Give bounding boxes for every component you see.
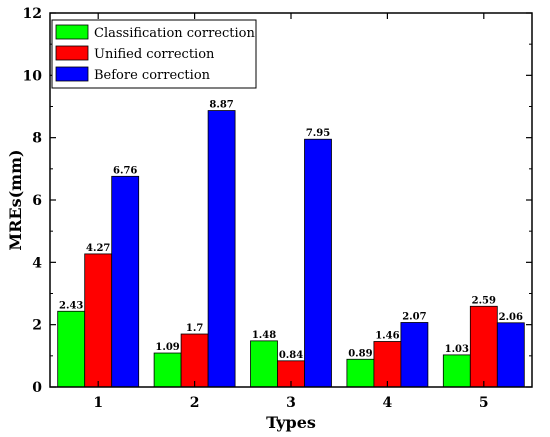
bar-series1-type-4 xyxy=(346,358,375,388)
bar-series2-type-2 xyxy=(180,333,209,388)
legend-swatch-unified xyxy=(55,45,89,61)
bar-series2-type-5 xyxy=(469,305,498,388)
data-label-series1-type-3: 1.48 xyxy=(252,330,276,341)
data-label-series3-type-3: 7.95 xyxy=(306,128,330,139)
data-label-series1-type-5: 1.03 xyxy=(445,344,469,355)
legend-label-classification: Classification correction xyxy=(94,26,255,41)
legend-label-unified: Unified correction xyxy=(94,47,215,62)
legend: Classification correction Unified correc… xyxy=(51,19,257,89)
x-tick-label: 3 xyxy=(286,395,296,411)
bar-series3-type-2 xyxy=(207,110,236,388)
y-tick-label: 0 xyxy=(32,380,42,396)
data-label-series1-type-2: 1.09 xyxy=(155,342,179,353)
bar-series1-type-2 xyxy=(153,352,182,388)
data-label-series3-type-5: 2.06 xyxy=(499,312,523,323)
bar-series1-type-3 xyxy=(250,340,278,388)
y-tick-label: 4 xyxy=(32,255,42,271)
bar-series2-type-4 xyxy=(373,341,402,388)
x-axis-title: Types xyxy=(266,413,316,432)
bar-series3-type-4 xyxy=(400,322,429,388)
bar-series3-type-5 xyxy=(496,322,525,388)
data-label-series3-type-1: 6.76 xyxy=(113,165,137,176)
data-label-series2-type-2: 1.7 xyxy=(186,323,203,334)
data-label-series3-type-2: 8.87 xyxy=(209,100,233,111)
bar-series3-type-1 xyxy=(111,175,140,388)
bar-series2-type-1 xyxy=(84,253,113,388)
y-tick-label: 2 xyxy=(32,318,42,334)
data-label-series2-type-1: 4.27 xyxy=(86,243,110,254)
legend-swatch-classification xyxy=(55,24,89,40)
x-tick-label: 5 xyxy=(479,395,489,411)
data-label-series2-type-4: 1.46 xyxy=(375,330,399,341)
bar-series3-type-3 xyxy=(304,138,332,388)
legend-swatch-before xyxy=(55,66,89,82)
data-label-series1-type-1: 2.43 xyxy=(59,300,83,311)
x-tick-label: 4 xyxy=(383,395,393,411)
legend-label-before: Before correction xyxy=(94,68,211,83)
data-label-series3-type-4: 2.07 xyxy=(402,311,426,322)
y-tick-label: 8 xyxy=(32,131,42,147)
bar-series1-type-5 xyxy=(442,354,471,388)
x-tick-label: 1 xyxy=(93,395,103,411)
data-label-series2-type-3: 0.84 xyxy=(279,350,303,361)
data-label-series2-type-5: 2.59 xyxy=(472,295,496,306)
y-tick-label: 12 xyxy=(23,6,42,22)
y-axis-title: MREs(mm) xyxy=(6,149,25,250)
y-tick-label: 10 xyxy=(23,68,43,84)
data-label-series1-type-4: 0.89 xyxy=(348,348,372,359)
bar-series1-type-1 xyxy=(57,310,86,388)
x-tick-label: 2 xyxy=(190,395,200,411)
data-labels-layer: 2.434.276.761.091.78.871.480.847.950.891… xyxy=(59,100,523,361)
y-tick-label: 6 xyxy=(32,193,42,209)
